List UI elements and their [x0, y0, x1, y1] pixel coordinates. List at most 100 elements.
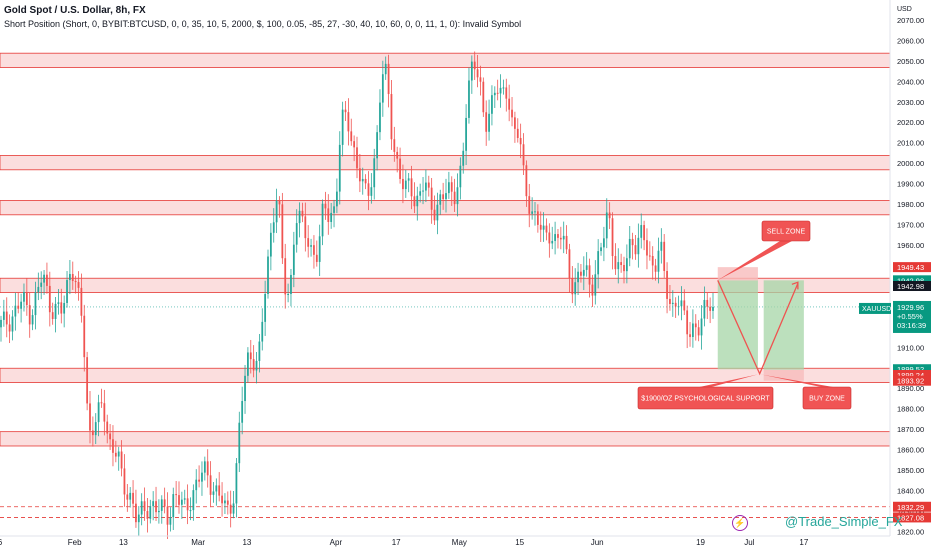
callout-box — [802, 386, 852, 410]
candle-body — [100, 402, 103, 404]
candle-body — [215, 485, 218, 492]
candle-body — [488, 113, 490, 132]
candle-body — [313, 245, 315, 255]
candle-body — [80, 287, 83, 316]
y-tick-label: 1840.00 — [897, 486, 924, 495]
candle-body — [135, 503, 137, 523]
candle-body — [505, 87, 508, 99]
indicator-legend[interactable]: Short Position (Short, 0, BYBIT:BTCUSD, … — [4, 19, 522, 29]
candle-body — [447, 182, 450, 194]
candle-body — [318, 236, 321, 262]
candle-body — [321, 203, 324, 237]
candle-body — [499, 87, 502, 94]
candle-body — [516, 128, 519, 138]
candle-body — [163, 499, 166, 507]
candle-body — [399, 158, 401, 179]
candle-body — [376, 132, 378, 159]
candle-body — [361, 178, 364, 182]
candle-body — [706, 299, 709, 307]
candle-body — [700, 318, 703, 336]
x-tick-label: 17 — [392, 538, 401, 547]
candle-body — [69, 274, 71, 281]
current-price-label: 1929.96 — [897, 303, 924, 312]
candle-body — [651, 256, 654, 266]
candle-body — [175, 494, 178, 496]
candle-body — [697, 327, 700, 336]
candle-body — [522, 144, 525, 166]
candle-body — [71, 274, 74, 281]
candle-body — [281, 204, 284, 259]
candle-body — [60, 302, 63, 314]
candle-body — [485, 112, 488, 132]
callout-box — [637, 386, 774, 410]
candle-body — [640, 225, 643, 238]
candle-body — [229, 504, 232, 514]
candle-body — [232, 503, 235, 514]
candle-body — [390, 94, 393, 140]
candle-body — [51, 312, 54, 320]
candle-body — [327, 208, 330, 222]
price-tag — [893, 281, 931, 292]
lightning-icon[interactable]: ⚡ — [732, 515, 748, 531]
candle-body — [350, 131, 353, 142]
candle-body — [565, 235, 568, 250]
candle-body — [709, 306, 712, 311]
candle-body — [180, 499, 183, 505]
candle-body — [453, 191, 456, 205]
candle-body — [278, 200, 281, 205]
candle-body — [387, 63, 390, 95]
candle-body — [356, 147, 358, 169]
price-tag — [893, 512, 931, 523]
candle-body — [57, 302, 60, 304]
x-tick-label: Mar — [191, 538, 205, 547]
candle-body — [353, 141, 356, 148]
candle-body — [264, 293, 267, 322]
candle-body — [178, 495, 180, 505]
candle-body — [623, 264, 625, 272]
candle-body — [137, 514, 140, 523]
x-tick-label: Jul — [744, 538, 754, 547]
candle-body — [28, 305, 31, 325]
candle-body — [48, 285, 51, 313]
x-tick-label: Apr — [330, 538, 343, 547]
candle-body — [186, 498, 189, 511]
resistance-zone — [0, 200, 891, 216]
candle-body — [0, 319, 2, 328]
current-price-tag — [893, 300, 931, 333]
candle-body — [646, 240, 648, 256]
candle-body — [511, 109, 513, 118]
y-tick-label: 1960.00 — [897, 241, 924, 250]
candle-body — [252, 359, 255, 371]
candle-body — [338, 144, 341, 192]
candle-body — [634, 245, 637, 255]
candle-body — [123, 468, 126, 495]
candle-body — [396, 151, 399, 159]
candle-body — [470, 61, 473, 81]
candle-body — [46, 274, 48, 286]
candle-body — [298, 210, 301, 224]
candle-body — [209, 475, 212, 495]
candle-body — [287, 293, 289, 295]
price-tag — [893, 364, 931, 375]
x-tick-label: Feb — [68, 538, 82, 547]
price-axis-bg — [890, 0, 932, 550]
y-tick-label: 2030.00 — [897, 98, 924, 107]
candle-body — [218, 485, 221, 496]
candle-body — [410, 178, 413, 197]
candle-body — [666, 270, 668, 299]
candle-body — [536, 211, 539, 225]
x-tick-label: 19 — [696, 538, 705, 547]
price-tag-label: 1942.98 — [897, 276, 924, 285]
y-tick-label: 2010.00 — [897, 139, 924, 148]
candle-body — [419, 191, 422, 196]
y-tick-label: 1880.00 — [897, 405, 924, 414]
candle-body — [86, 357, 89, 404]
candle-body — [206, 461, 209, 476]
y-tick-label: 1910.00 — [897, 343, 924, 352]
x-tick-label: 6 — [0, 538, 3, 547]
candle-body — [617, 262, 620, 270]
symbol-tag-label: XAUUSD — [862, 306, 891, 313]
y-tick-label: 2050.00 — [897, 57, 924, 66]
